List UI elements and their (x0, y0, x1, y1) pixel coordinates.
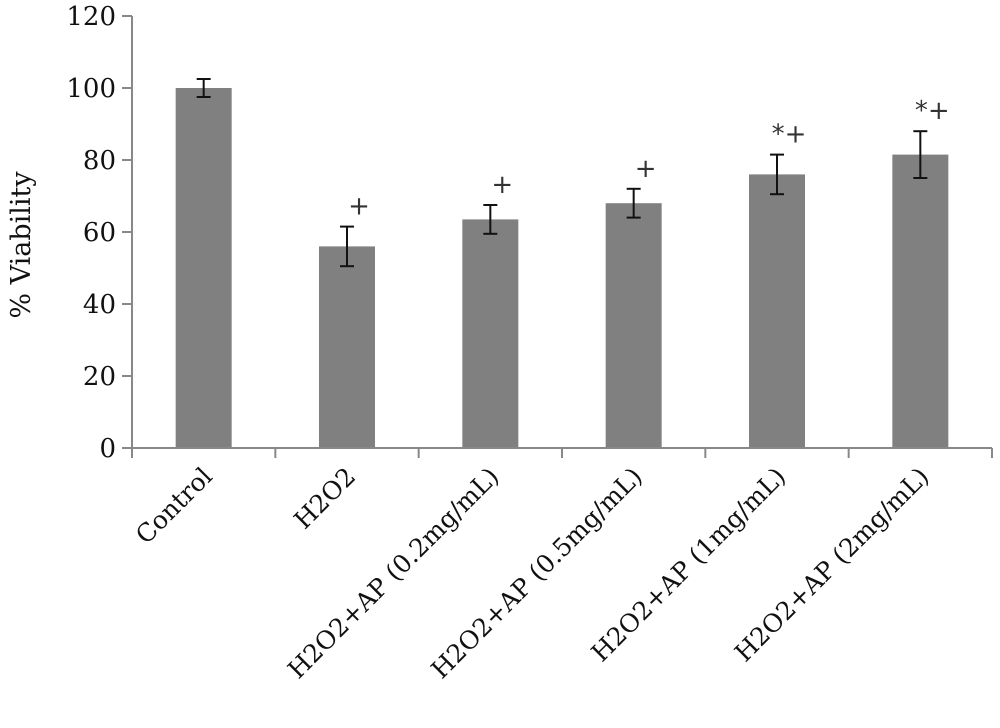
bars-layer (175, 78, 949, 448)
bar (175, 88, 232, 448)
y-tick-label: 100 (66, 74, 116, 104)
bar (462, 219, 519, 448)
error-bar (340, 225, 354, 268)
y-tick-label: 20 (83, 362, 116, 392)
significance-annotation: *+ (915, 96, 950, 126)
category-label: H2O2 (288, 462, 361, 535)
bar (605, 203, 662, 448)
y-axis-title: % Viability (6, 171, 37, 319)
category-label: Control (130, 462, 218, 550)
y-tick-label: 120 (66, 2, 116, 32)
significance-annotation: + (491, 170, 513, 200)
y-tick-label: 0 (99, 434, 116, 464)
error-bar (626, 187, 641, 219)
significance-annotation: + (635, 154, 657, 184)
bar (319, 246, 375, 448)
error-bar (913, 130, 928, 179)
y-tick-label: 80 (83, 146, 116, 176)
significance-annotation: + (348, 192, 370, 222)
y-tick-label: 60 (83, 218, 116, 248)
bar (892, 154, 949, 448)
significance-annotation: *+ (772, 120, 807, 150)
error-bar (770, 153, 784, 196)
error-bar (483, 204, 498, 235)
error-bar (196, 78, 211, 98)
y-tick-label: 40 (83, 290, 116, 320)
bar (749, 174, 805, 448)
axes-layer (122, 15, 993, 458)
